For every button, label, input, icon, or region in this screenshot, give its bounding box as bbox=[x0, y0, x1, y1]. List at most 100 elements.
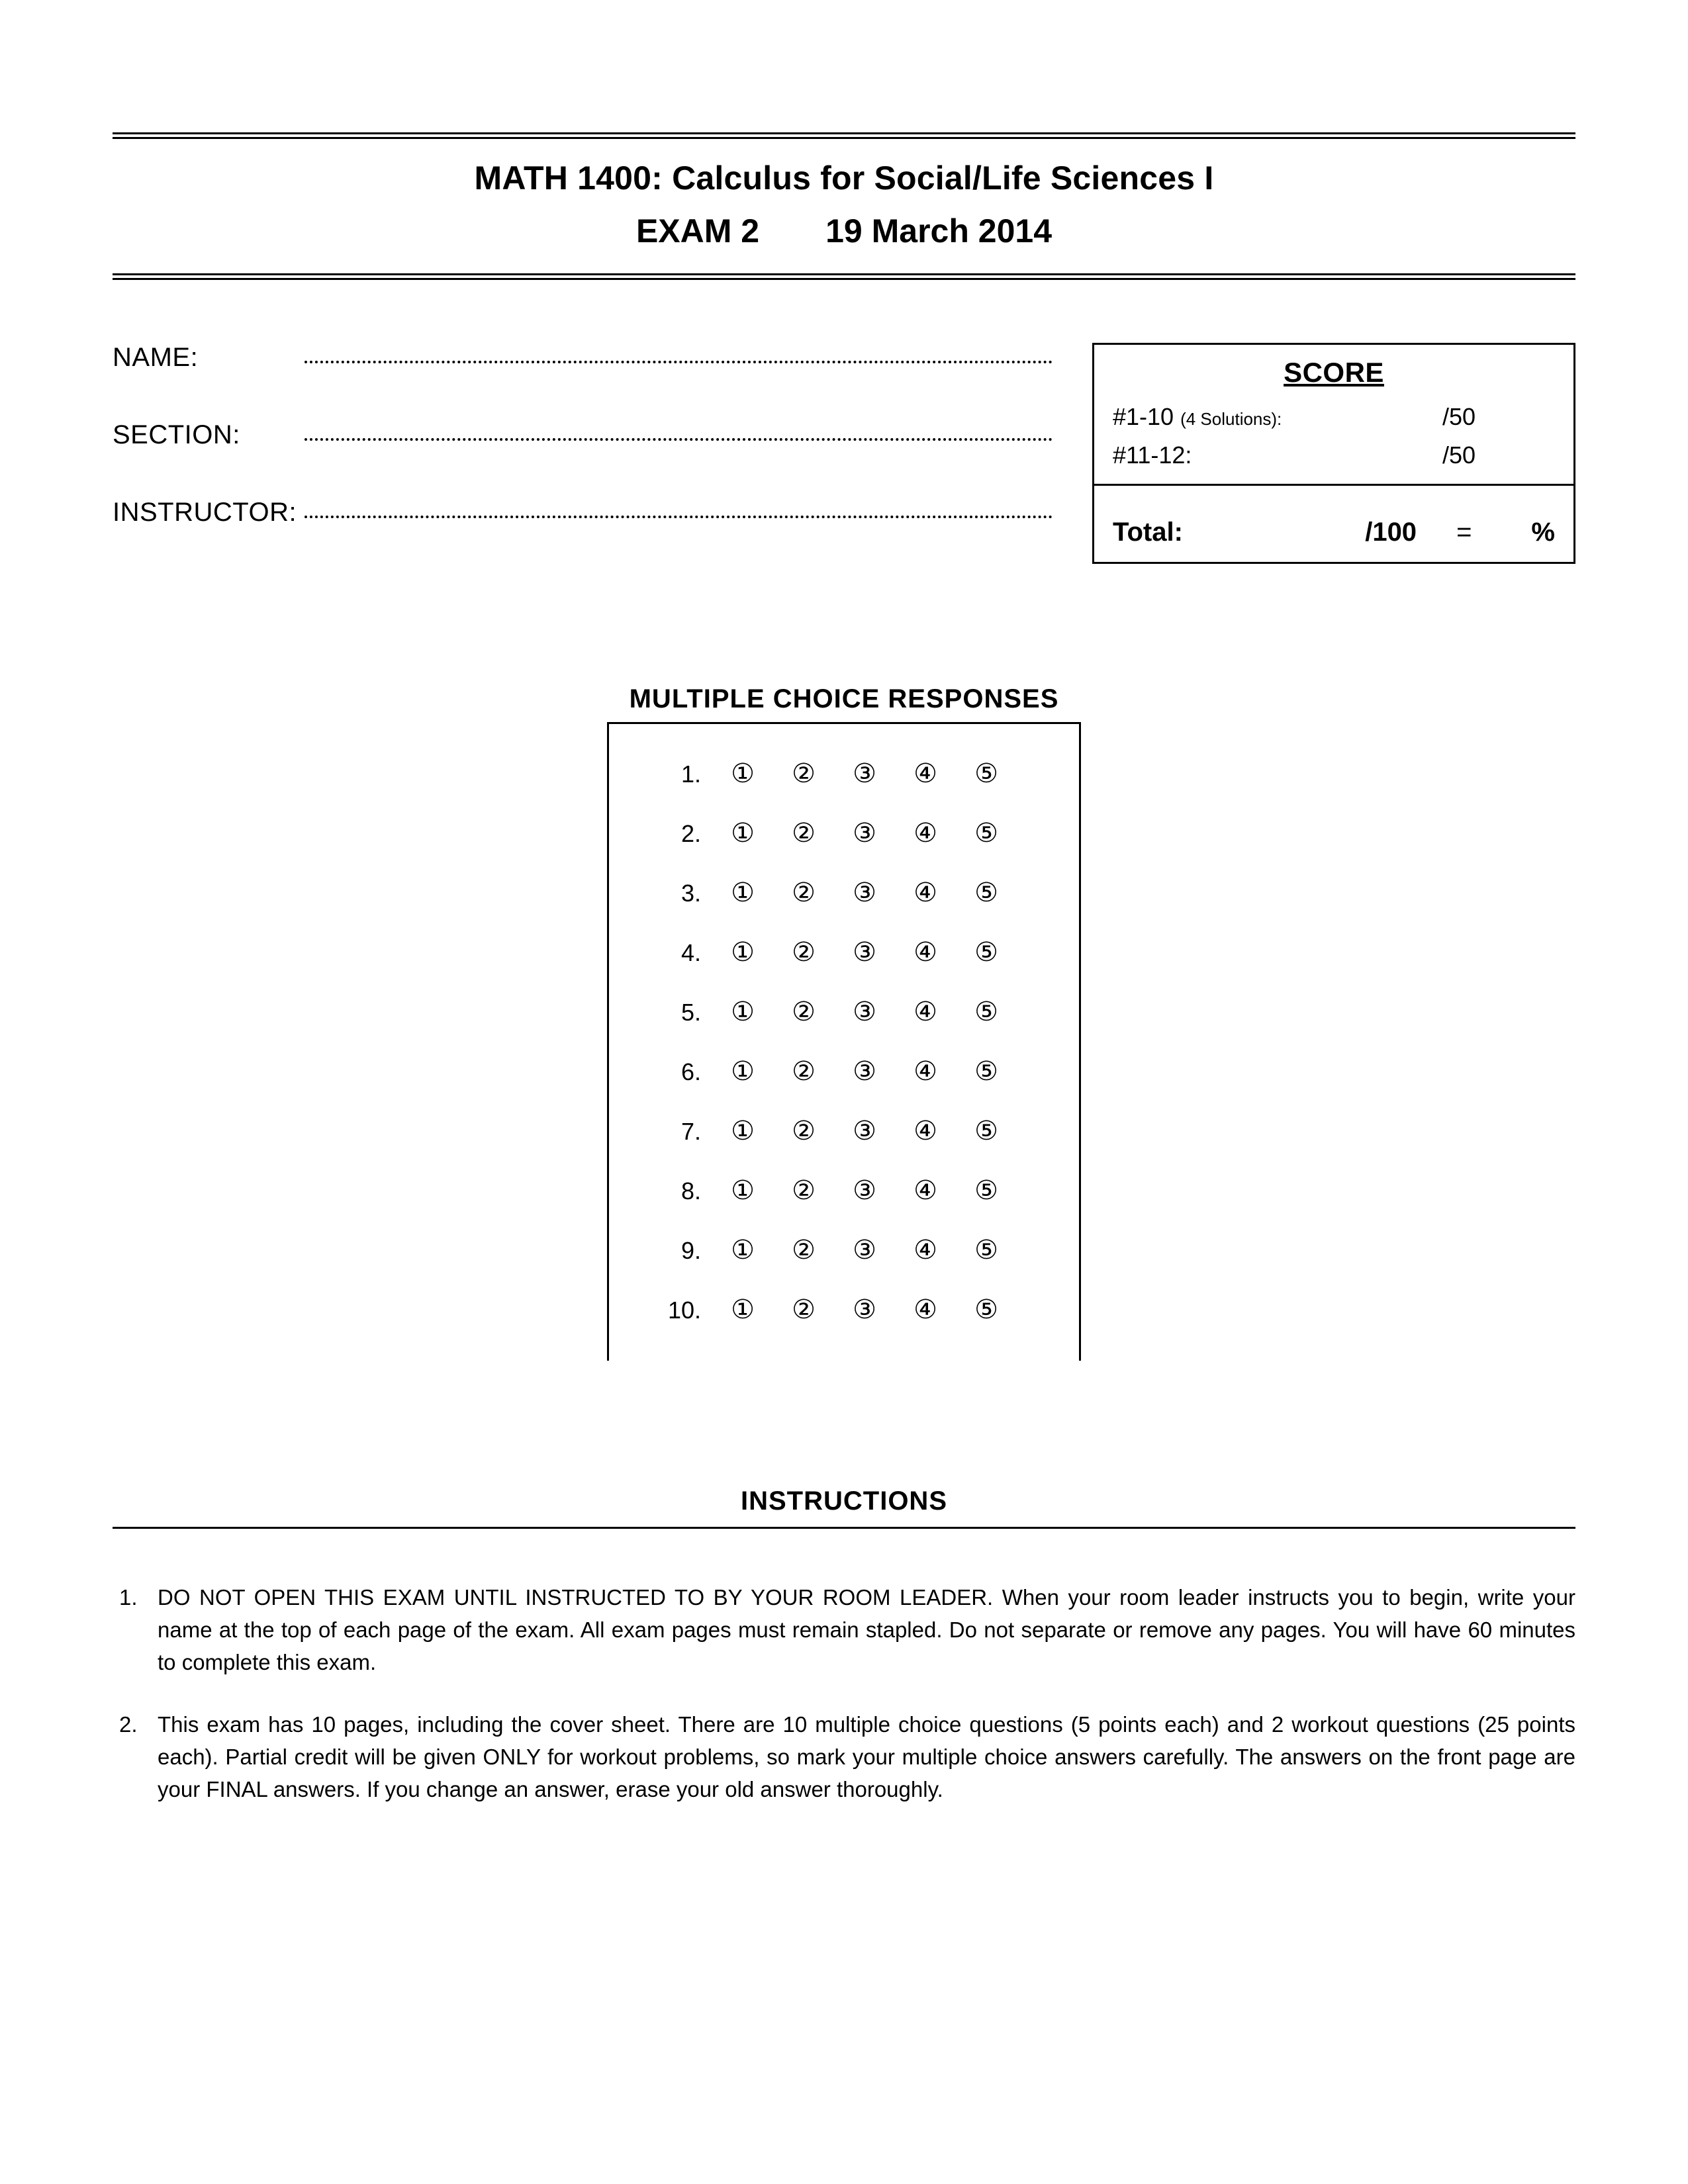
mc-bubble[interactable]: ⑤ bbox=[963, 1058, 1009, 1086]
name-line[interactable] bbox=[305, 361, 1053, 363]
mc-bubble[interactable]: ④ bbox=[902, 1058, 949, 1086]
mc-bubble[interactable]: ② bbox=[780, 939, 827, 967]
mc-bubble[interactable]: ① bbox=[720, 880, 766, 907]
exam-cover-page: MATH 1400: Calculus for Social/Life Scie… bbox=[0, 0, 1688, 2184]
mc-bubble[interactable]: ⑤ bbox=[963, 939, 1009, 967]
mc-bubble[interactable]: ③ bbox=[841, 760, 888, 788]
instructor-field: INSTRUCTOR: bbox=[113, 498, 1053, 527]
score-title: SCORE bbox=[1094, 345, 1573, 398]
mc-bubble[interactable]: ⑤ bbox=[963, 760, 1009, 788]
mc-bubble[interactable]: ④ bbox=[902, 820, 949, 848]
mc-bubble[interactable]: ① bbox=[720, 1118, 766, 1146]
mc-bubble[interactable]: ② bbox=[780, 1118, 827, 1146]
multiple-choice-section: MULTIPLE CHOICE RESPONSES 1.①②③④⑤2.①②③④⑤… bbox=[113, 684, 1575, 1361]
section-label: SECTION: bbox=[113, 420, 305, 450]
instructions-section: INSTRUCTIONS 1.DO NOT OPEN THIS EXAM UNT… bbox=[113, 1486, 1575, 1806]
score-row-2: #11-12: /50 bbox=[1113, 436, 1555, 475]
score-row2-label: #11-12: bbox=[1113, 441, 1192, 469]
mc-bubble[interactable]: ② bbox=[780, 1297, 827, 1324]
score-row1-label: #1-10 (4 Solutions): bbox=[1113, 403, 1282, 431]
percent-sign: % bbox=[1531, 518, 1555, 547]
instructor-label: INSTRUCTOR: bbox=[113, 498, 305, 527]
instruction-number: 1. bbox=[119, 1582, 158, 1678]
instructions-list: 1.DO NOT OPEN THIS EXAM UNTIL INSTRUCTED… bbox=[113, 1582, 1575, 1806]
mc-bubble[interactable]: ③ bbox=[841, 820, 888, 848]
mc-bubble[interactable]: ② bbox=[780, 1177, 827, 1205]
mc-question-number: 1. bbox=[659, 760, 705, 788]
instruction-text: DO NOT OPEN THIS EXAM UNTIL INSTRUCTED T… bbox=[158, 1582, 1575, 1678]
mc-question-number: 5. bbox=[659, 999, 705, 1026]
mc-bubble[interactable]: ① bbox=[720, 999, 766, 1026]
instructor-line[interactable] bbox=[305, 516, 1053, 518]
mc-title: MULTIPLE CHOICE RESPONSES bbox=[113, 684, 1575, 714]
mc-bubble[interactable]: ④ bbox=[902, 880, 949, 907]
section-field: SECTION: bbox=[113, 420, 1053, 450]
mc-bubble[interactable]: ③ bbox=[841, 1118, 888, 1146]
mc-question-number: 9. bbox=[659, 1237, 705, 1265]
score-row1-max: /50 bbox=[1442, 403, 1555, 431]
mc-question-number: 10. bbox=[659, 1297, 705, 1324]
mc-bubble[interactable]: ④ bbox=[902, 1177, 949, 1205]
mc-bubble[interactable]: ④ bbox=[902, 999, 949, 1026]
score-row-1: #1-10 (4 Solutions): /50 bbox=[1113, 398, 1555, 436]
mc-bubble[interactable]: ⑤ bbox=[963, 1237, 1009, 1265]
score-divider bbox=[1094, 484, 1573, 486]
mc-bubble[interactable]: ⑤ bbox=[963, 1118, 1009, 1146]
mc-bubble[interactable]: ② bbox=[780, 820, 827, 848]
mc-bubble[interactable]: ② bbox=[780, 880, 827, 907]
mc-bubble[interactable]: ④ bbox=[902, 1237, 949, 1265]
mc-bubble[interactable]: ⑤ bbox=[963, 1297, 1009, 1324]
mc-bubble[interactable]: ⑤ bbox=[963, 1177, 1009, 1205]
mc-bubble[interactable]: ④ bbox=[902, 1118, 949, 1146]
name-field: NAME: bbox=[113, 343, 1053, 373]
header-block: MATH 1400: Calculus for Social/Life Scie… bbox=[113, 159, 1575, 250]
student-fields: NAME: SECTION: INSTRUCTOR: bbox=[113, 343, 1053, 575]
mc-bubble[interactable]: ④ bbox=[902, 1297, 949, 1324]
mc-bubble[interactable]: ① bbox=[720, 820, 766, 848]
mc-bubble[interactable]: ⑤ bbox=[963, 820, 1009, 848]
mc-bubble[interactable]: ① bbox=[720, 760, 766, 788]
mc-bubble[interactable]: ③ bbox=[841, 1177, 888, 1205]
name-label: NAME: bbox=[113, 343, 305, 373]
score-row2-max: /50 bbox=[1442, 441, 1555, 469]
equals-sign: = bbox=[1456, 518, 1472, 547]
total-max: /100 bbox=[1365, 518, 1417, 547]
total-label: Total: bbox=[1113, 518, 1183, 547]
instructions-title: INSTRUCTIONS bbox=[113, 1486, 1575, 1516]
mc-bubble[interactable]: ① bbox=[720, 1237, 766, 1265]
mc-bubble[interactable]: ③ bbox=[841, 880, 888, 907]
mc-grid: 1.①②③④⑤2.①②③④⑤3.①②③④⑤4.①②③④⑤5.①②③④⑤6.①②③… bbox=[659, 760, 1009, 1324]
mc-question-number: 8. bbox=[659, 1177, 705, 1205]
exam-label: EXAM 2 bbox=[636, 212, 759, 250]
mc-bubble[interactable]: ① bbox=[720, 1297, 766, 1324]
score-box: SCORE #1-10 (4 Solutions): /50 #11-12: /… bbox=[1092, 343, 1575, 564]
top-double-rule bbox=[113, 132, 1575, 139]
mc-bubble[interactable]: ③ bbox=[841, 1237, 888, 1265]
mc-bubble[interactable]: ① bbox=[720, 1177, 766, 1205]
mc-bubble[interactable]: ② bbox=[780, 760, 827, 788]
section-line[interactable] bbox=[305, 438, 1053, 441]
mc-question-number: 6. bbox=[659, 1058, 705, 1086]
instruction-text: This exam has 10 pages, including the co… bbox=[158, 1709, 1575, 1805]
mc-bubble[interactable]: ② bbox=[780, 999, 827, 1026]
mc-bubble[interactable]: ③ bbox=[841, 939, 888, 967]
mc-question-number: 7. bbox=[659, 1118, 705, 1146]
mc-bubble[interactable]: ③ bbox=[841, 1058, 888, 1086]
mc-bubble[interactable]: ⑤ bbox=[963, 999, 1009, 1026]
mc-bubble[interactable]: ④ bbox=[902, 760, 949, 788]
mc-question-number: 2. bbox=[659, 820, 705, 848]
mc-question-number: 3. bbox=[659, 880, 705, 907]
mc-bubble[interactable]: ③ bbox=[841, 999, 888, 1026]
mc-box: 1.①②③④⑤2.①②③④⑤3.①②③④⑤4.①②③④⑤5.①②③④⑤6.①②③… bbox=[607, 722, 1081, 1361]
mc-bubble[interactable]: ② bbox=[780, 1237, 827, 1265]
mc-bubble[interactable]: ① bbox=[720, 939, 766, 967]
mc-bubble[interactable]: ② bbox=[780, 1058, 827, 1086]
info-row: NAME: SECTION: INSTRUCTOR: SCORE #1-10 (… bbox=[113, 343, 1575, 575]
mc-bubble[interactable]: ⑤ bbox=[963, 880, 1009, 907]
mc-bubble[interactable]: ③ bbox=[841, 1297, 888, 1324]
mc-bubble[interactable]: ④ bbox=[902, 939, 949, 967]
score-total-row: Total: /100 = % bbox=[1094, 500, 1573, 562]
exam-line: EXAM 219 March 2014 bbox=[113, 212, 1575, 250]
instruction-item: 1.DO NOT OPEN THIS EXAM UNTIL INSTRUCTED… bbox=[119, 1582, 1575, 1678]
mc-bubble[interactable]: ① bbox=[720, 1058, 766, 1086]
